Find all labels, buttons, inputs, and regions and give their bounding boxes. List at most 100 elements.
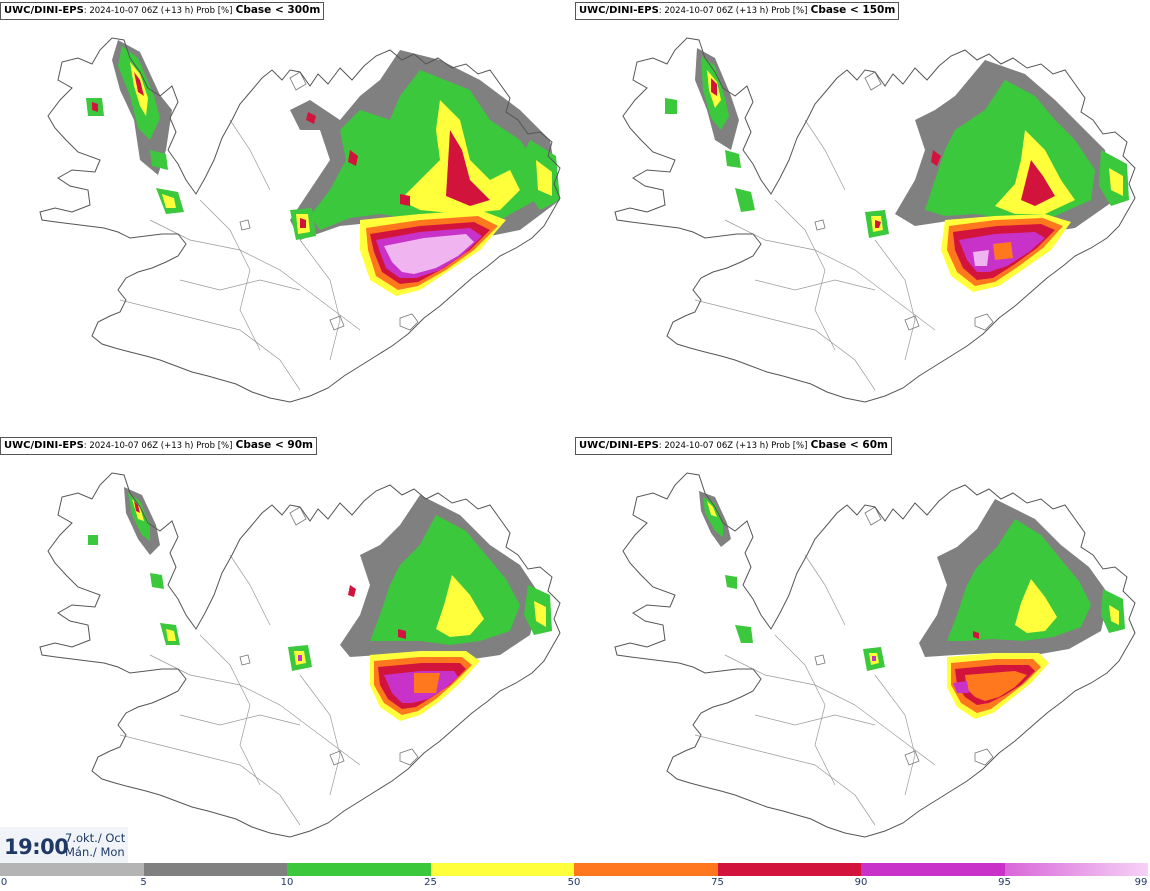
contour-line [804,554,846,626]
prob-area-yellow [534,601,546,627]
valid-time: 19:00 [4,835,69,859]
colorbar-segment [1004,863,1148,876]
contour-line [149,654,361,766]
lake-outline [814,654,826,666]
map-panel-300m: UWC/DINI-EPS: 2024-10-07 06Z (+13 h) Pro… [0,0,575,435]
prob-area-pink [973,250,989,266]
prob-area-green [703,497,723,537]
run-info: : 2024-10-07 06Z (+13 h) Prob [%] [83,6,233,16]
colorbar-segment [143,863,287,876]
contour-line [119,734,301,826]
panel-title: UWC/DINI-EPS: 2024-10-07 06Z (+13 h) Pro… [0,2,325,20]
contour-line [874,674,916,796]
prob-area-red [398,629,406,639]
prob-area-green [150,150,168,170]
colorbar-tick-label: 90 [854,877,868,888]
prob-area-red [300,218,306,228]
map-panel-90m: UWC/DINI-EPS: 2024-10-07 06Z (+13 h) Pro… [0,435,575,870]
probability-field [88,487,552,721]
prob-area-red [973,631,979,639]
colorbar-tick-label: 25 [424,877,437,888]
prob-area-green [150,573,164,589]
probability-field [665,48,1129,292]
prob-area-orange [414,673,440,693]
prob-area-yellow [162,194,176,208]
contour-line [774,634,836,786]
lake-outline [329,750,345,766]
prob-area-green [947,519,1091,641]
prob-area-yellow [166,629,176,641]
prob-area-orange [993,242,1013,260]
lake-outline [974,748,994,766]
contour-line [299,239,341,361]
prob-area-yellow [1109,168,1123,196]
lake-outline [864,506,882,526]
model-name: UWC/DINI-EPS [579,440,659,451]
contour-line [299,674,341,796]
valid-date-line1: 7.okt./ Oct [65,831,126,845]
prob-area-red [711,78,717,96]
iceland-map [39,37,561,403]
contour-line [199,199,261,351]
prob-area-red [348,585,356,597]
parameter-label: Cbase < 60m [810,439,888,451]
contour-line [754,714,876,726]
model-name: UWC/DINI-EPS [4,5,84,16]
prob-area-yellow [536,160,552,196]
lake-outline [289,71,307,91]
parameter-label: Cbase < 90m [235,439,313,451]
contour-line [179,279,301,291]
colorbar-tick-label: 99 [1134,877,1148,888]
lake-outline [974,313,994,331]
prob-area-red [134,72,144,96]
lake-outline [239,219,251,231]
colorbar-segment [430,863,574,876]
prob-area-red [306,112,316,124]
panel-title: UWC/DINI-EPS: 2024-10-07 06Z (+13 h) Pro… [575,2,900,20]
prob-area-red [348,150,358,166]
lake-outline [239,654,251,666]
colorbar-tick-label: 95 [998,877,1011,888]
prob-area-magenta [298,655,302,661]
prob-area-green [725,575,737,589]
parameter-label: Cbase < 300m [235,4,321,16]
valid-date-line2: Mán./ Mon [65,845,125,859]
lake-outline [904,750,920,766]
contour-line [229,119,271,191]
map-panel-150m: UWC/DINI-EPS: 2024-10-07 06Z (+13 h) Pro… [575,0,1150,435]
lake-outline [814,219,826,231]
model-name: UWC/DINI-EPS [579,5,659,16]
lake-outline [864,71,882,91]
lake-outline [289,506,307,526]
probability-field [699,491,1125,719]
contour-line [754,279,876,291]
coastline [39,37,561,403]
colorbar-segment [574,863,718,876]
parameter-label: Cbase < 150m [810,4,896,16]
prob-area-orange [965,671,1027,701]
colorbar-segment [287,863,431,876]
prob-area-red [134,501,140,513]
prob-area-red [446,130,490,206]
valid-time-box: 19:00 7.okt./ Oct Mán./ Mon [0,827,128,863]
coastline [614,37,1136,403]
run-info: : 2024-10-07 06Z (+13 h) Prob [%] [658,6,808,16]
prob-area-yellow [436,575,484,637]
lake-outline [904,315,920,331]
prob-area-green [735,625,753,643]
run-info: : 2024-10-07 06Z (+13 h) Prob [%] [658,441,808,451]
prob-area-yellow [1109,605,1119,625]
colorbar-tick-label: 75 [711,877,724,888]
contour-line [119,299,301,391]
prob-area-green [665,98,677,114]
contour-line [774,199,836,351]
prob-area-pink [384,234,474,274]
contour-line [874,239,916,361]
colorbar-segment [861,863,1005,876]
contour-line [724,219,936,331]
prob-area-green [725,150,741,168]
colorbar-tick-label: 0 [0,877,8,888]
contour-line [199,634,261,786]
model-name: UWC/DINI-EPS [4,440,84,451]
colorbar-segment [0,863,144,876]
